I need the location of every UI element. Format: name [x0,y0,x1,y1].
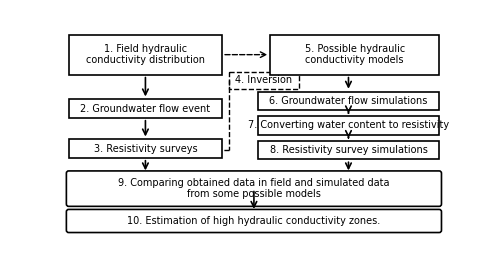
Text: 3. Resistivity surveys: 3. Resistivity surveys [94,144,197,154]
FancyBboxPatch shape [270,35,439,75]
FancyBboxPatch shape [66,209,442,232]
Text: 8. Resistivity survey simulations: 8. Resistivity survey simulations [270,145,428,155]
FancyBboxPatch shape [258,141,439,159]
Text: 6. Groundwater flow simulations: 6. Groundwater flow simulations [270,96,428,106]
FancyBboxPatch shape [68,139,222,158]
FancyBboxPatch shape [66,171,442,206]
Text: 1. Field hydraulic
conductivity distribution: 1. Field hydraulic conductivity distribu… [86,44,205,65]
FancyBboxPatch shape [229,72,299,89]
Text: 10. Estimation of high hydraulic conductivity zones.: 10. Estimation of high hydraulic conduct… [128,216,380,226]
FancyBboxPatch shape [68,35,222,75]
Text: 7. Converting water content to resistivity: 7. Converting water content to resistivi… [248,120,449,130]
Text: 4. Inversion: 4. Inversion [236,75,292,85]
Text: 5. Possible hydraulic
conductivity models: 5. Possible hydraulic conductivity model… [304,44,405,65]
Text: 2. Groundwater flow event: 2. Groundwater flow event [80,104,210,114]
Text: 9. Comparing obtained data in field and simulated data
from some possible models: 9. Comparing obtained data in field and … [118,178,390,199]
FancyBboxPatch shape [258,92,439,110]
FancyBboxPatch shape [68,99,222,118]
FancyBboxPatch shape [258,116,439,135]
